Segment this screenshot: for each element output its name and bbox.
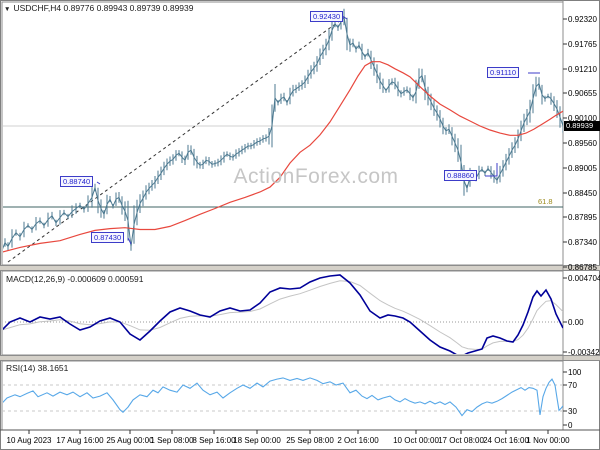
x-axis-date-label: 25 Aug 00:00 — [106, 436, 154, 445]
x-axis-date-label: 10 Aug 2023 — [6, 436, 52, 445]
x-axis-date-label: 17 Aug 16:00 — [56, 436, 104, 445]
x-axis-date-label: 1 Sep 08:00 — [150, 436, 194, 445]
panel-border-2 — [1, 360, 564, 431]
price-callout-0.92430: 0.92430 — [310, 11, 344, 22]
y-axis-label: 30 — [568, 406, 577, 416]
y-axis-label: 0.91210 — [568, 64, 597, 74]
price-callout-0.87430: 0.87430 — [91, 232, 125, 243]
macd-line — [3, 274, 563, 354]
y-axis-label: 0.00 — [568, 317, 584, 327]
panel-border-0 — [1, 1, 564, 266]
rsi-line — [3, 377, 563, 417]
y-axis-label: 0.91765 — [568, 39, 597, 49]
y-axis-label: 0.87895 — [568, 212, 597, 222]
trendline[interactable] — [7, 16, 346, 263]
price-callout-0.88860: 0.88860 — [444, 170, 478, 181]
x-axis-date-label: 24 Oct 16:00 — [483, 436, 529, 445]
y-axis-label: 0.90100 — [568, 113, 597, 123]
y-axis-label: 0.92320 — [568, 14, 597, 24]
x-axis-date-label: 8 Sep 16:00 — [192, 436, 236, 445]
x-axis-date-label: 10 Oct 00:00 — [393, 436, 439, 445]
y-axis-label: 0.86785 — [568, 262, 597, 272]
chart-menu-icon[interactable]: ▼ — [4, 6, 11, 13]
x-axis-date-label: 1 Nov 00:00 — [526, 436, 570, 445]
x-axis-date-label: 25 Sep 08:00 — [286, 436, 334, 445]
y-axis-label: 0.89005 — [568, 163, 597, 173]
price-callout-0.91110: 0.91110 — [487, 67, 519, 78]
watermark: ActionForex.com — [233, 164, 399, 188]
macd-signal-line — [3, 280, 563, 350]
rsi-plot[interactable] — [2, 377, 563, 417]
y-axis-label: 0.87340 — [568, 237, 597, 247]
symbol-ohlc-text: USDCHF,H4 0.89776 0.89943 0.89739 0.8993… — [13, 3, 194, 13]
panel-frames — [0, 0, 600, 431]
symbol-ohlc-readout: ▼ USDCHF,H4 0.89776 0.89943 0.89739 0.899… — [4, 3, 194, 13]
macd-plot[interactable] — [2, 274, 563, 356]
y-axis-label: 100 — [568, 367, 582, 377]
y-axis-label: 0.88450 — [568, 188, 597, 198]
price-callout-0.88740: 0.88740 — [60, 176, 94, 187]
price-path — [3, 15, 563, 250]
rsi-indicator-label: RSI(14) 38.1651 — [6, 363, 69, 373]
fib-61-8-label: 61.8 — [538, 197, 553, 206]
current-price-badge: 0.89939 — [564, 121, 600, 131]
moving-average-line — [3, 61, 563, 253]
y-axis-label: 0 — [568, 420, 573, 430]
x-axis-date-label: 17 Oct 08:00 — [438, 436, 484, 445]
macd-indicator-label: MACD(12,26,9) -0.000609 0.000591 — [6, 274, 144, 284]
callout-connector-4 — [127, 237, 132, 245]
y-axis-label: 0.89560 — [568, 138, 597, 148]
price-plot[interactable] — [0, 8, 563, 263]
callout-connector-2 — [485, 163, 498, 177]
x-axis-date-label: 18 Sep 00:00 — [233, 436, 281, 445]
y-axis-label: 0.004704 — [568, 273, 600, 283]
ohlc-bars — [4, 8, 563, 251]
y-axis-label: 0.90655 — [568, 88, 597, 98]
axis-ticks — [28, 18, 567, 434]
x-axis-date-label: 2 Oct 16:00 — [337, 436, 379, 445]
y-axis-label: -0.003429 — [568, 347, 600, 357]
callout-connector-3 — [96, 181, 101, 185]
y-axis-label: 70 — [568, 380, 577, 390]
